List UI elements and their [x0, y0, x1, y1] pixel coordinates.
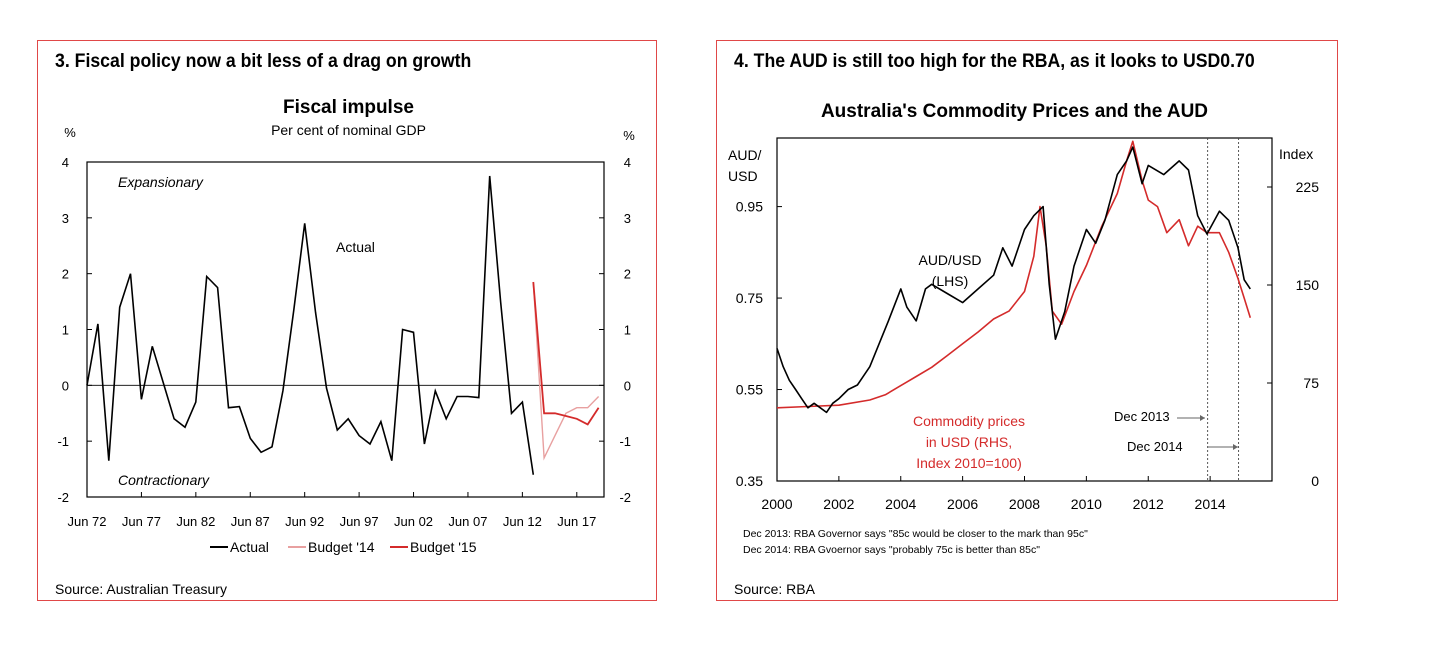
y-axis-label-left: AUD/ — [728, 147, 762, 163]
chart-subtitle: Per cent of nominal GDP — [271, 122, 426, 138]
y-tick-label-left: 3 — [62, 211, 69, 226]
x-tick-label: 2006 — [947, 496, 978, 512]
x-tick-label: 2012 — [1133, 496, 1164, 512]
annotation-aud: (LHS) — [932, 273, 969, 289]
source-note: Source: Australian Treasury — [55, 581, 227, 597]
y-tick-label-right: 0 — [624, 378, 631, 393]
x-tick-label: 2000 — [761, 496, 792, 512]
series-line-actual — [86, 175, 535, 475]
x-tick-label: Jun 02 — [394, 514, 433, 529]
y-tick-label-right: 2 — [624, 267, 631, 282]
x-tick-label: Jun 17 — [557, 514, 596, 529]
y-axis-label-right: Index — [1279, 146, 1313, 162]
aud-commodity-chart: Australia's Commodity Prices and the AUD… — [728, 101, 1320, 512]
y-tick-label-left: 2 — [62, 267, 69, 282]
x-tick-label: 2002 — [823, 496, 854, 512]
plot-frame — [86, 161, 605, 498]
y-tick-label-right: 225 — [1296, 179, 1320, 195]
y-tick-label-right: 150 — [1296, 277, 1320, 293]
y-tick-label-left: -2 — [57, 490, 69, 505]
y-axis-label-left: % — [64, 125, 76, 140]
y-tick-label-left: 4 — [62, 155, 69, 170]
source-note: Source: RBA — [734, 581, 815, 597]
y-tick-label-right: 4 — [624, 155, 631, 170]
annotation-expansionary: Expansionary — [118, 174, 204, 190]
annotation-commodity: in USD (RHS, — [926, 434, 1012, 450]
x-tick-label: 2014 — [1195, 496, 1226, 512]
y-tick-label-left: 0.95 — [736, 199, 763, 215]
annotation-arrowhead — [1200, 415, 1205, 421]
y-tick-label-right: 0 — [1311, 473, 1319, 489]
y-tick-label-right: 3 — [624, 211, 631, 226]
y-tick-label-right: 75 — [1303, 375, 1319, 391]
plot-frame — [776, 137, 1273, 482]
y-tick-label-left: 0 — [62, 378, 69, 393]
fiscal-policy-panel: 3. Fiscal policy now a bit less of a dra… — [37, 40, 657, 601]
series-line-commodity-prices — [776, 140, 1252, 409]
x-tick-label: Jun 72 — [67, 514, 106, 529]
aud-commodity-panel: 4. The AUD is still too high for the RBA… — [716, 40, 1338, 601]
x-tick-label: Jun 12 — [503, 514, 542, 529]
x-tick-label: 2004 — [885, 496, 916, 512]
annotation-commodity: Index 2010=100) — [916, 455, 1021, 471]
annotation-aud: AUD/USD — [918, 252, 981, 268]
note-dec-2014: Dec 2014: RBA Gvoernor says "probably 75… — [743, 544, 1040, 556]
panel-title: 4. The AUD is still too high for the RBA… — [734, 51, 1255, 72]
x-tick-label: Jun 92 — [285, 514, 324, 529]
x-tick-label: Jun 87 — [231, 514, 270, 529]
annotation-contractionary: Contractionary — [118, 472, 210, 488]
chart-title: Australia's Commodity Prices and the AUD — [821, 101, 1208, 122]
x-tick-label: Jun 82 — [176, 514, 215, 529]
x-tick-label: Jun 77 — [122, 514, 161, 529]
legend-label: Budget '14 — [308, 539, 375, 555]
x-tick-label: Jun 97 — [340, 514, 379, 529]
annotation-commodity: Commodity prices — [913, 413, 1025, 429]
y-tick-label-right: -2 — [619, 490, 631, 505]
note-dec-2013: Dec 2013: RBA Governor says "85c would b… — [743, 528, 1088, 540]
annotation-actual: Actual — [336, 239, 375, 255]
fiscal-impulse-chart: Fiscal impulse Per cent of nominal GDP% % 4… — [57, 97, 635, 555]
legend-label: Budget '15 — [410, 539, 477, 555]
x-tick-label: 2008 — [1009, 496, 1040, 512]
legend-label: Actual — [230, 539, 269, 555]
series-line-budget-14 — [532, 281, 600, 461]
x-tick-label: Jun 07 — [448, 514, 487, 529]
chart-title: Fiscal impulse — [283, 97, 414, 118]
y-axis-label-left: USD — [728, 168, 758, 184]
annotation-arrowhead — [1233, 444, 1238, 450]
series-line-budget-15 — [532, 281, 600, 426]
series-line-aud-usd — [776, 146, 1251, 414]
panel-title: 3. Fiscal policy now a bit less of a dra… — [55, 51, 472, 72]
y-tick-label-right: -1 — [619, 434, 631, 449]
y-tick-label-left: 1 — [62, 323, 69, 338]
y-tick-label-left: -1 — [57, 434, 69, 449]
y-tick-label-right: 1 — [624, 323, 631, 338]
y-axis-label-right: % — [623, 128, 635, 143]
annotation-dec-2014: Dec 2014 — [1127, 439, 1183, 454]
y-tick-label-left: 0.55 — [736, 382, 763, 398]
annotation-dec-2013: Dec 2013 — [1114, 409, 1170, 424]
y-tick-label-left: 0.35 — [736, 473, 763, 489]
x-tick-label: 2010 — [1071, 496, 1102, 512]
y-tick-label-left: 0.75 — [736, 290, 763, 306]
